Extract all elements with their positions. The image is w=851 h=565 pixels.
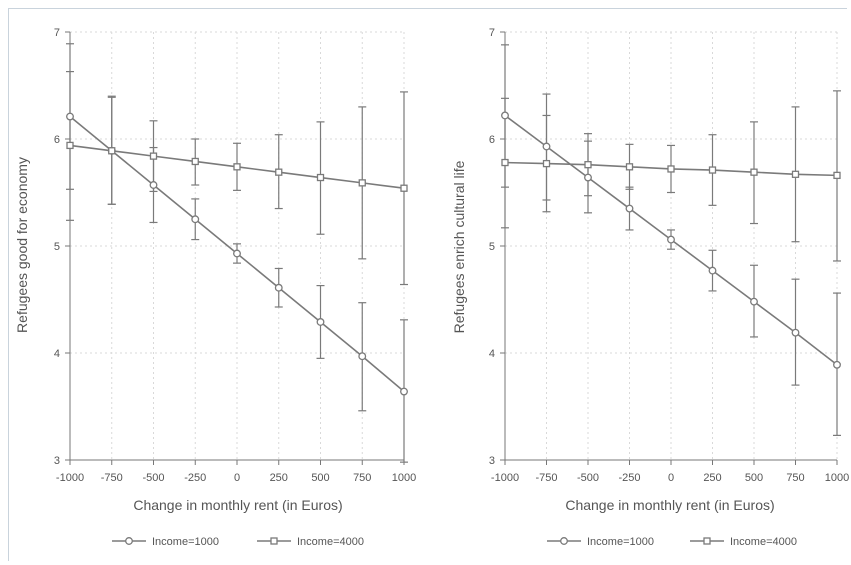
- y-tick-label: 4: [54, 348, 60, 360]
- data-point: [542, 142, 551, 151]
- x-tick-label: 0: [668, 472, 674, 484]
- y-tick-label: 5: [54, 241, 60, 253]
- data-point: [750, 168, 758, 176]
- x-tick-label: -500: [142, 472, 164, 484]
- data-point: [66, 112, 74, 121]
- data-point: [358, 179, 366, 187]
- data-point: [542, 159, 551, 168]
- data-point: [501, 111, 509, 120]
- x-axis-label: Change in monthly rent (in Euros): [565, 497, 774, 513]
- data-point: [316, 318, 325, 326]
- legend-marker: [703, 537, 711, 545]
- y-tick-label: 5: [489, 241, 495, 253]
- data-point: [400, 184, 408, 192]
- data-point: [149, 152, 158, 160]
- x-tick-label: -750: [101, 472, 123, 484]
- data-point: [275, 168, 283, 176]
- x-tick-label: 500: [311, 472, 329, 484]
- y-tick-label: 4: [489, 348, 495, 360]
- x-tick-label: 750: [786, 472, 804, 484]
- legend-marker: [125, 537, 133, 545]
- data-point: [625, 204, 634, 213]
- legend-marker: [270, 537, 278, 545]
- x-tick-label: -250: [184, 472, 206, 484]
- x-tick-label: 500: [745, 472, 763, 484]
- legend-entry: Income=4000: [257, 536, 364, 548]
- y-tick-label: 7: [489, 27, 495, 39]
- legend: Income=1000 Income=4000: [112, 536, 364, 548]
- data-point: [149, 181, 158, 189]
- y-tick-label: 3: [54, 455, 60, 467]
- data-point: [233, 249, 241, 258]
- legend-entry: Income=4000: [690, 536, 797, 548]
- data-point: [667, 165, 675, 173]
- data-point: [584, 173, 592, 182]
- x-tick-label: -1000: [491, 472, 519, 484]
- data-point: [708, 166, 717, 174]
- data-point: [584, 161, 592, 169]
- data-point: [791, 170, 800, 178]
- x-tick-label: -500: [577, 472, 599, 484]
- x-tick-label: 250: [270, 472, 288, 484]
- x-tick-label: -750: [535, 472, 557, 484]
- data-point: [233, 163, 241, 171]
- x-tick-label: 250: [703, 472, 721, 484]
- data-point: [833, 171, 841, 180]
- data-point: [791, 328, 800, 337]
- x-axis-label: Change in monthly rent (in Euros): [133, 497, 342, 513]
- data-point: [191, 157, 199, 166]
- legend-label: Income=4000: [730, 536, 797, 548]
- data-point: [66, 141, 74, 150]
- x-tick-label: 750: [353, 472, 371, 484]
- data-point: [191, 215, 200, 224]
- x-tick-label: 1000: [825, 472, 849, 484]
- y-axis-label: Refugees good for economy: [14, 157, 30, 333]
- figure-frame: [8, 8, 847, 561]
- legend-entry: Income=1000: [547, 536, 654, 548]
- legend-label: Income=4000: [297, 536, 364, 548]
- legend: Income=1000 Income=4000: [547, 536, 797, 548]
- y-tick-label: 7: [54, 27, 60, 39]
- y-tick-label: 6: [54, 134, 60, 146]
- data-point: [625, 163, 634, 171]
- y-axis-label: Refugees enrich cultural life: [451, 160, 467, 333]
- x-tick-label: -1000: [56, 472, 84, 484]
- legend-marker: [560, 537, 568, 545]
- x-tick-label: -250: [618, 472, 640, 484]
- legend-entry: Income=1000: [112, 536, 219, 548]
- legend-label: Income=1000: [587, 536, 654, 548]
- x-tick-label: 1000: [392, 472, 416, 484]
- data-point: [358, 352, 367, 361]
- legend-label: Income=1000: [152, 536, 219, 548]
- data-point: [833, 360, 841, 369]
- data-point: [400, 387, 408, 396]
- y-tick-label: 6: [489, 134, 495, 146]
- data-point: [708, 266, 717, 275]
- data-point: [274, 283, 283, 292]
- y-tick-label: 3: [489, 455, 495, 467]
- data-point: [750, 297, 758, 306]
- x-tick-label: 0: [234, 472, 240, 484]
- data-point: [667, 235, 675, 244]
- data-point: [316, 173, 325, 182]
- data-point: [108, 147, 116, 155]
- data-point: [501, 158, 509, 167]
